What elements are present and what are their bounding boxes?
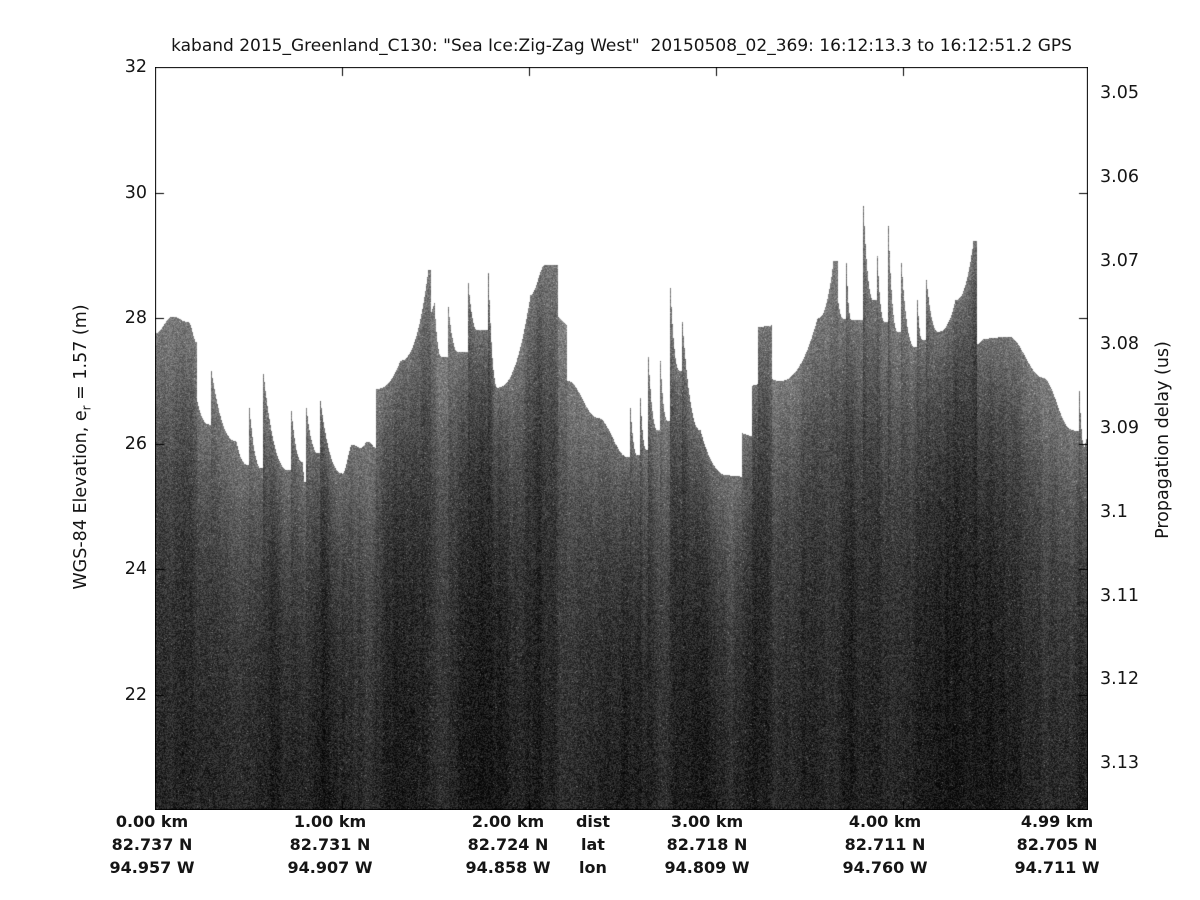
delay-tick-label: 3.12 bbox=[1100, 669, 1139, 690]
longitude-label: 94.957 W bbox=[109, 858, 195, 877]
longitude-label: lon bbox=[579, 858, 607, 877]
delay-tick-label: 3.13 bbox=[1100, 753, 1139, 773]
longitude-label: 94.711 W bbox=[1014, 858, 1100, 877]
bottom-axis-column: 0.00 km 82.737 N 94.957 W bbox=[110, 810, 195, 879]
latitude-label: 82.711 N bbox=[844, 835, 926, 854]
delay-tick-label: 3.05 bbox=[1100, 83, 1139, 103]
distance-label: dist bbox=[575, 812, 611, 831]
distance-label: 4.00 km bbox=[848, 812, 922, 831]
distance-label: 2.00 km bbox=[471, 812, 545, 831]
y-axis-label-right: Propagation delay (us) bbox=[1153, 341, 1173, 539]
bottom-axis-column: 2.00 km 82.724 N 94.858 W bbox=[466, 810, 551, 879]
bottom-axis-row-headers: dist lat lon bbox=[576, 810, 610, 879]
bottom-axis-column: 1.00 km 82.731 N 94.907 W bbox=[288, 810, 373, 879]
bottom-axis-column: 3.00 km 82.718 N 94.809 W bbox=[665, 810, 750, 879]
echogram-canvas bbox=[155, 67, 1088, 810]
bottom-axis-column: 4.00 km 82.711 N 94.760 W bbox=[843, 810, 928, 879]
latitude-label: 82.731 N bbox=[289, 835, 371, 854]
latitude-label: 82.718 N bbox=[666, 835, 748, 854]
distance-label: 1.00 km bbox=[293, 812, 367, 831]
longitude-label: 94.858 W bbox=[465, 858, 551, 877]
bottom-axis-column: 4.99 km 82.705 N 94.711 W bbox=[1015, 810, 1100, 879]
elevation-tick-label: 22 bbox=[124, 684, 147, 705]
longitude-label: 94.907 W bbox=[287, 858, 373, 877]
latitude-label: 82.737 N bbox=[111, 835, 193, 854]
latitude-label: 82.705 N bbox=[1016, 835, 1098, 854]
delay-tick-label: 3.1 bbox=[1100, 501, 1128, 522]
elevation-tick-label: 32 bbox=[124, 57, 147, 77]
elevation-tick-label: 30 bbox=[124, 182, 147, 203]
latitude-label: lat bbox=[581, 835, 605, 854]
y-axis-label-left-subscript: r bbox=[79, 405, 94, 411]
delay-tick-label: 3.09 bbox=[1100, 418, 1139, 438]
delay-tick-label: 3.07 bbox=[1100, 250, 1139, 271]
distance-label: 0.00 km bbox=[115, 812, 189, 831]
longitude-label: 94.760 W bbox=[842, 858, 928, 877]
delay-tick-label: 3.08 bbox=[1100, 334, 1139, 355]
delay-tick-label: 3.11 bbox=[1100, 585, 1139, 606]
distance-label: 3.00 km bbox=[670, 812, 744, 831]
plot-title: kaband 2015_Greenland_C130: "Sea Ice:Zig… bbox=[171, 36, 1072, 56]
distance-label: 4.99 km bbox=[1020, 812, 1094, 831]
elevation-tick-label: 28 bbox=[124, 308, 147, 328]
elevation-tick-label: 26 bbox=[124, 433, 147, 454]
longitude-label: 94.809 W bbox=[664, 858, 750, 877]
plot-area bbox=[155, 67, 1088, 810]
delay-tick-label: 3.06 bbox=[1100, 166, 1139, 187]
elevation-tick-label: 24 bbox=[124, 559, 147, 580]
latitude-label: 82.724 N bbox=[467, 835, 549, 854]
